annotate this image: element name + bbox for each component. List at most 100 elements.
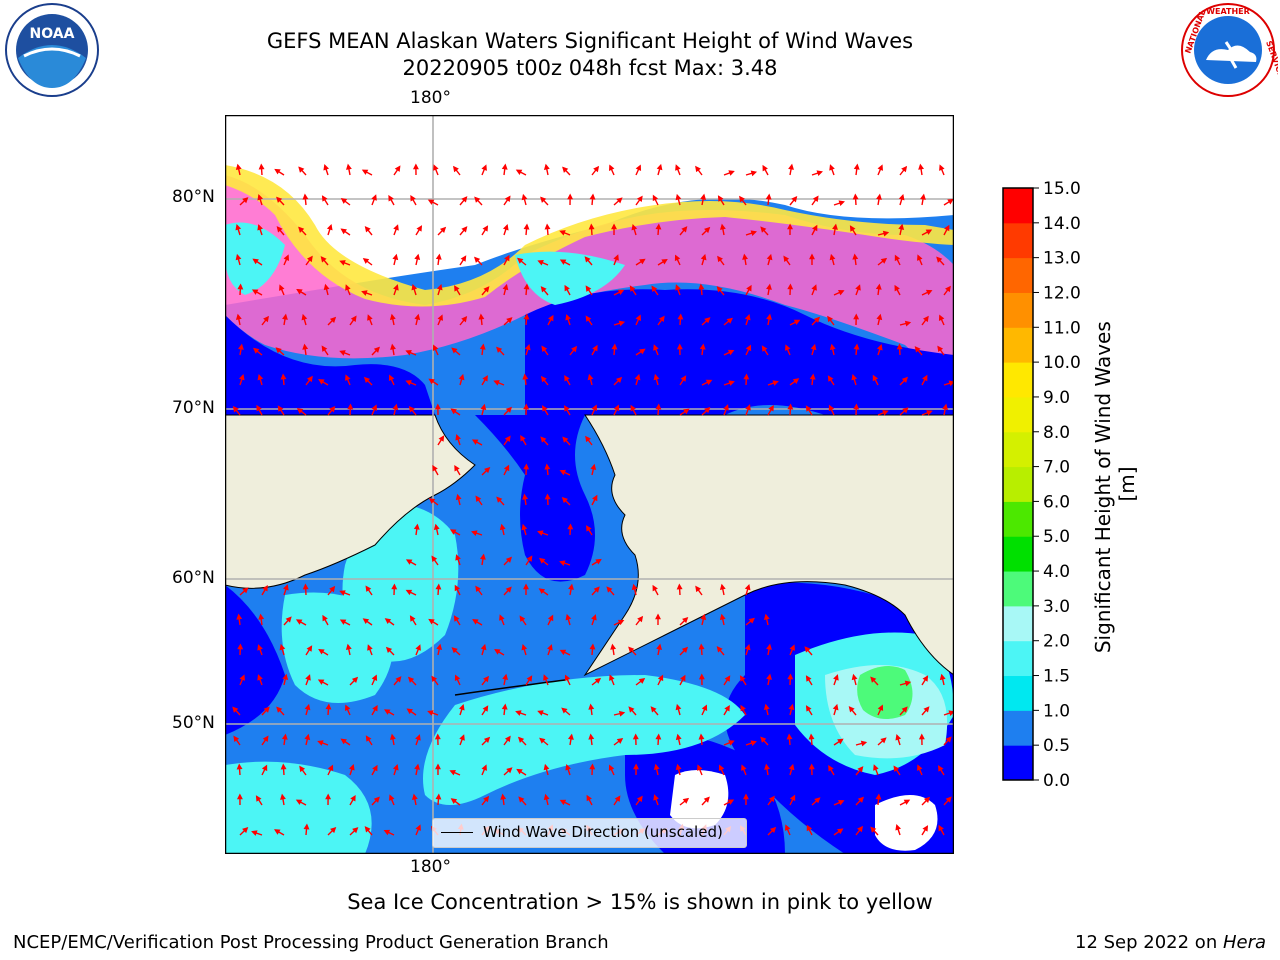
wave-direction-arrowhead bbox=[306, 645, 313, 652]
wave-direction-arrowhead bbox=[460, 255, 467, 262]
wave-direction-arrowhead bbox=[450, 408, 457, 415]
wave-direction-arrowhead bbox=[561, 496, 568, 504]
wave-direction-arrowhead bbox=[918, 163, 925, 170]
legend-line-swatch bbox=[441, 832, 473, 833]
wave-direction-arrowhead bbox=[591, 614, 597, 621]
wave-direction-arrowhead bbox=[880, 257, 888, 264]
wave-direction-arrowhead bbox=[416, 225, 423, 232]
wave-direction-arrowhead bbox=[364, 826, 371, 833]
wave-direction-arrowhead bbox=[521, 523, 528, 531]
wave-direction-arrowhead bbox=[628, 706, 635, 713]
wave-direction-arrowhead bbox=[855, 284, 861, 291]
wave-direction-arrowhead bbox=[321, 345, 328, 352]
wave-direction-arrowhead bbox=[837, 738, 844, 745]
wave-direction-arrowhead bbox=[860, 740, 868, 747]
wave-direction-arrowhead bbox=[522, 493, 529, 500]
wave-direction-arrowhead bbox=[435, 793, 442, 800]
wave-direction-arrowhead bbox=[281, 733, 288, 740]
wave-direction-arrowhead bbox=[433, 164, 439, 171]
wave-direction-arrowhead bbox=[727, 349, 735, 356]
wave-direction-arrowhead bbox=[325, 793, 332, 800]
wave-direction-arrowhead bbox=[675, 284, 681, 291]
wave-direction-arrowhead bbox=[483, 795, 490, 803]
colorbar-label-line1: Significant Height of Wind Waves bbox=[1091, 321, 1115, 653]
wave-direction-arrowhead bbox=[588, 703, 595, 710]
wave-direction-arrowhead bbox=[705, 379, 713, 386]
colorbar-label-line2: [m] bbox=[1115, 466, 1139, 501]
wave-direction-arrowhead bbox=[922, 374, 928, 382]
wave-direction-arrowhead bbox=[787, 223, 793, 230]
wave-direction-arrowhead bbox=[681, 646, 689, 653]
wave-direction-arrowhead bbox=[388, 194, 394, 202]
wave-direction-arrowhead bbox=[408, 405, 415, 413]
wave-direction-arrowhead bbox=[415, 734, 421, 741]
wave-direction-arrowhead bbox=[739, 195, 745, 203]
wave-direction-arrowhead bbox=[793, 319, 801, 326]
wave-direction-arrowhead bbox=[541, 345, 548, 352]
wave-direction-arrowhead bbox=[744, 313, 751, 321]
wave-direction-arrowhead bbox=[548, 314, 554, 322]
wave-direction-arrowhead bbox=[697, 764, 703, 771]
wave-direction-arrowhead bbox=[882, 410, 889, 416]
wave-direction-arrowhead bbox=[479, 343, 486, 350]
wave-direction-arrowhead bbox=[680, 674, 686, 682]
wave-direction-arrowhead bbox=[898, 223, 905, 231]
wave-direction-arrowhead bbox=[344, 704, 351, 711]
wave-direction-arrowhead bbox=[454, 464, 460, 472]
wave-direction-arrowhead bbox=[372, 764, 378, 772]
wave-direction-arrowhead bbox=[351, 676, 359, 683]
wave-direction-arrowhead bbox=[917, 254, 923, 261]
wave-direction-arrowhead bbox=[811, 284, 817, 291]
wave-direction-arrowhead bbox=[812, 224, 818, 232]
wave-direction-arrowhead bbox=[414, 763, 420, 770]
wave-direction-arrowhead bbox=[391, 583, 398, 590]
wave-direction-arrowhead bbox=[502, 224, 509, 231]
wave-direction-arrowhead bbox=[340, 228, 347, 235]
wave-direction-arrowhead bbox=[474, 256, 481, 263]
wave-direction-arrowhead bbox=[611, 343, 618, 350]
wave-direction-arrowhead bbox=[939, 673, 946, 681]
wave-direction-arrowhead bbox=[853, 403, 860, 410]
colorbar-tick-label: 1.0 bbox=[1043, 701, 1070, 721]
wave-direction-arrowhead bbox=[766, 313, 772, 320]
wave-direction-arrowhead bbox=[298, 166, 305, 173]
wave-direction-arrowhead bbox=[524, 343, 531, 351]
wave-direction-arrowhead bbox=[791, 196, 798, 203]
wave-direction-arrowhead bbox=[540, 196, 547, 203]
polar-open-area bbox=[225, 115, 954, 305]
wave-direction-arrowhead bbox=[904, 680, 912, 687]
wave-direction-arrowhead bbox=[257, 224, 263, 231]
wave-direction-arrowhead bbox=[540, 286, 547, 293]
colorbar-tick-label: 3.0 bbox=[1043, 597, 1070, 617]
wave-direction-arrowhead bbox=[432, 344, 439, 352]
wave-direction-arrowhead bbox=[306, 255, 313, 263]
colorbar-segment bbox=[1003, 292, 1033, 328]
wave-direction-arrowhead bbox=[857, 825, 864, 833]
wave-direction-arrowhead bbox=[483, 736, 491, 744]
wave-direction-arrowhead bbox=[639, 348, 646, 355]
wave-direction-arrowhead bbox=[674, 254, 681, 262]
wave-direction-arrowhead bbox=[394, 165, 401, 172]
wave-direction-arrowhead bbox=[828, 404, 835, 412]
wave-direction-arrowhead bbox=[785, 344, 791, 351]
wave-direction-arrowhead bbox=[766, 253, 773, 261]
wave-direction-arrowhead bbox=[352, 827, 359, 834]
wave-direction-arrowhead bbox=[848, 706, 855, 713]
wave-direction-arrowhead bbox=[361, 290, 368, 296]
wave-direction-arrowhead bbox=[768, 405, 774, 412]
wave-direction-arrowhead bbox=[567, 193, 574, 200]
wave-direction-arrowhead bbox=[435, 583, 442, 590]
wave-direction-arrowhead bbox=[395, 676, 402, 683]
wave-direction-arrowhead bbox=[481, 164, 487, 171]
wave-direction-arrowhead bbox=[454, 674, 461, 682]
wave-direction-arrowhead bbox=[763, 703, 770, 711]
footer-date: 12 Sep 2022 on Hera bbox=[1075, 932, 1266, 953]
wave-direction-arrowhead bbox=[362, 258, 370, 264]
wave-direction-arrowhead bbox=[675, 703, 682, 711]
wave-direction-arrowhead bbox=[592, 494, 598, 502]
wave-direction-arrowhead bbox=[918, 733, 925, 740]
wave-direction-arrowhead bbox=[896, 343, 903, 350]
wave-direction-arrowhead bbox=[329, 316, 337, 323]
wave-direction-arrowhead bbox=[325, 703, 332, 710]
wave-direction-arrowhead bbox=[427, 199, 435, 205]
